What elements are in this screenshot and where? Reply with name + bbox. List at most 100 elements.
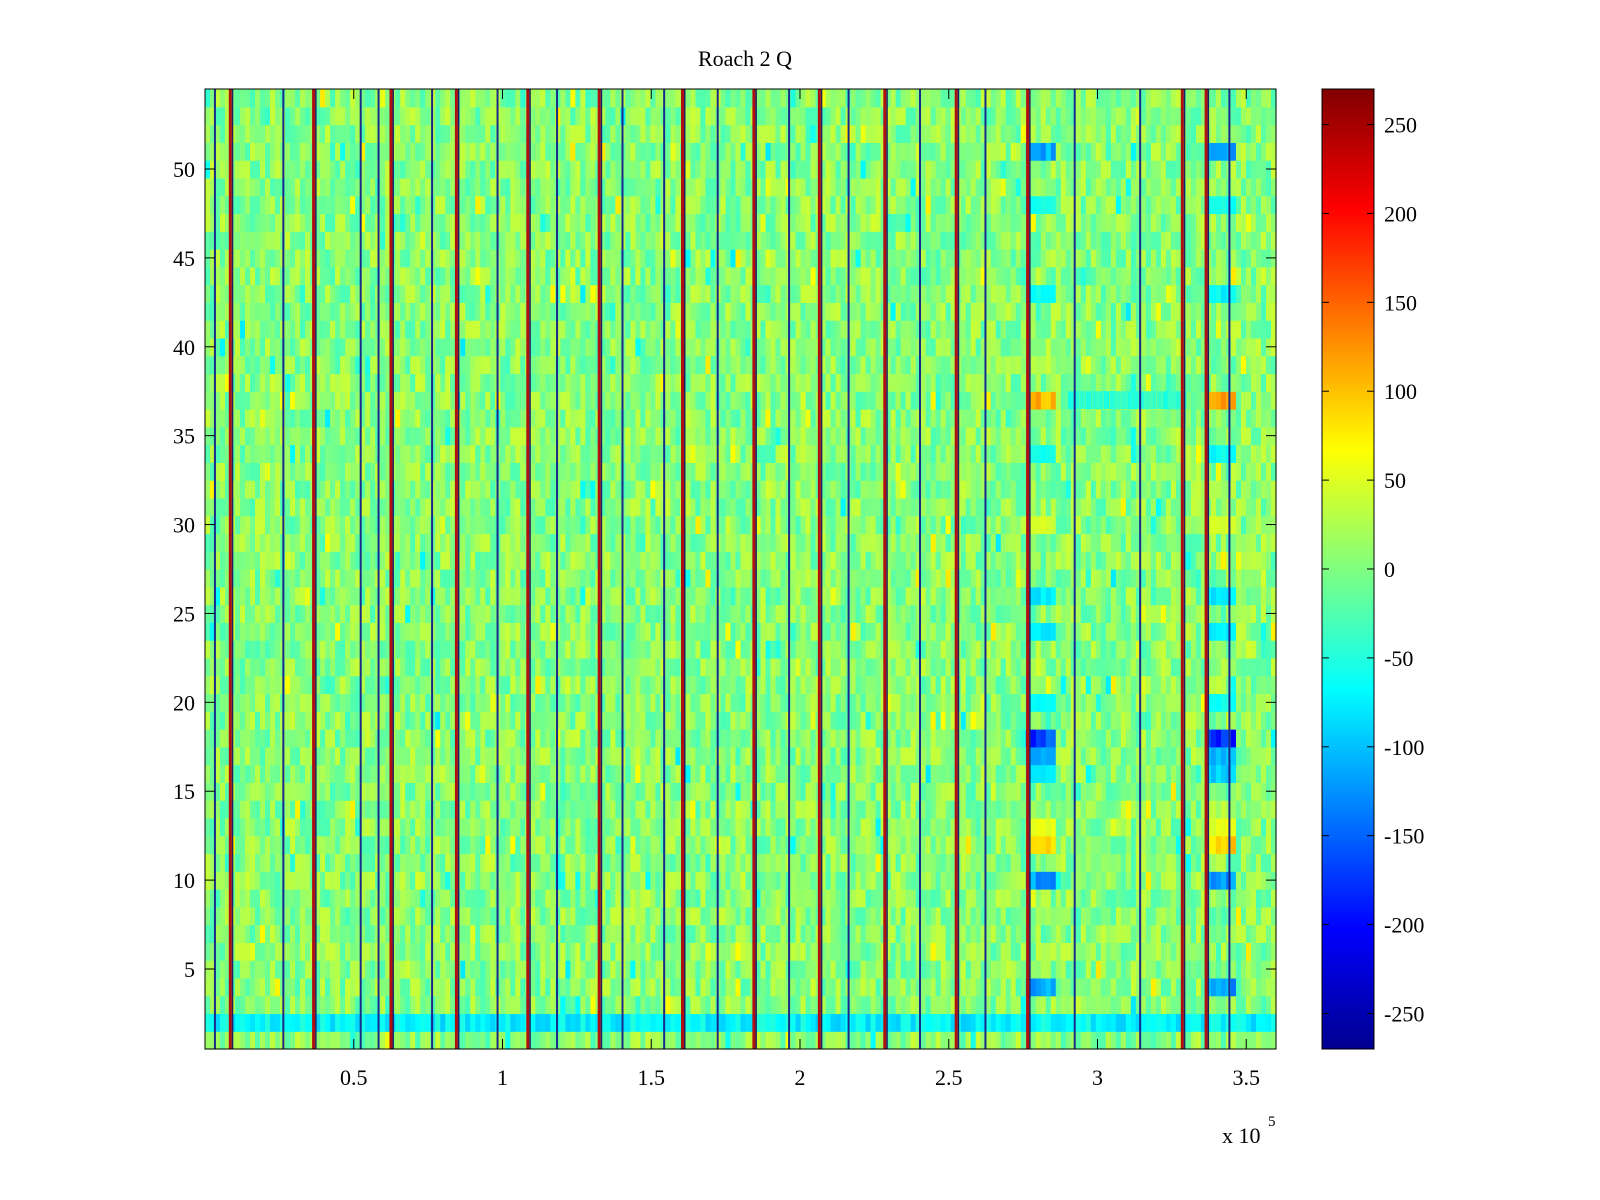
heatmap-cell	[395, 782, 401, 801]
heatmap-cell	[335, 871, 341, 890]
heatmap-cell	[765, 764, 772, 783]
heatmap-cell	[605, 1013, 611, 1032]
heatmap-cell	[1125, 906, 1132, 926]
heatmap-cell	[905, 906, 912, 926]
heatmap-cell	[600, 835, 606, 855]
heatmap-cell	[250, 889, 256, 908]
heatmap-cell	[1070, 853, 1077, 872]
heatmap-cell	[1210, 657, 1217, 677]
heatmap-cell	[220, 800, 226, 819]
heatmap-cell	[1230, 871, 1237, 890]
heatmap-cell	[950, 657, 957, 677]
heatmap-cell	[970, 800, 977, 819]
heatmap-cell	[1055, 746, 1062, 766]
heatmap-cell	[835, 942, 842, 961]
heatmap-cell	[505, 977, 511, 997]
heatmap-cell	[1035, 711, 1042, 730]
heatmap-cell	[760, 657, 767, 677]
heatmap-cell	[300, 693, 306, 712]
heatmap-cell	[1170, 906, 1177, 926]
heatmap-cell	[300, 977, 306, 997]
heatmap-cell	[325, 942, 331, 961]
heatmap-cell	[705, 942, 712, 961]
heatmap-cell	[745, 764, 752, 783]
heatmap-cell	[1010, 1031, 1017, 1050]
heatmap-cell	[570, 817, 576, 837]
heatmap-cell	[1040, 942, 1047, 961]
heatmap-cell	[675, 782, 682, 801]
heatmap-cell	[265, 764, 271, 783]
heatmap-cell	[530, 871, 536, 890]
heatmap-cell	[575, 817, 581, 837]
heatmap-cell	[890, 906, 897, 926]
heatmap-cell	[295, 853, 301, 872]
heatmap-cell	[755, 764, 762, 783]
heatmap-cell	[925, 924, 932, 943]
heatmap-cell	[860, 853, 867, 872]
heatmap-cell	[350, 746, 356, 766]
heatmap-cell	[435, 800, 441, 819]
heatmap-cell	[1055, 729, 1062, 748]
heatmap-cell	[435, 640, 441, 659]
heatmap-cell	[1010, 960, 1017, 979]
heatmap-cell	[1000, 640, 1007, 659]
heatmap-cell	[1155, 640, 1162, 659]
heatmap-cell	[1125, 693, 1132, 712]
heatmap-cell	[330, 817, 336, 837]
heatmap-cell	[535, 924, 541, 943]
heatmap-cell	[605, 853, 611, 872]
heatmap-cell	[540, 906, 546, 926]
heatmap-cell	[315, 800, 321, 819]
heatmap-cell	[265, 960, 271, 979]
heatmap-cell	[420, 675, 426, 695]
heatmap-cell	[395, 924, 401, 943]
heatmap-cell	[805, 764, 812, 783]
heatmap-cell	[290, 746, 296, 766]
heatmap-cell	[960, 782, 967, 801]
heatmap-cell	[1070, 711, 1077, 730]
heatmap-cell	[315, 675, 321, 695]
heatmap-cell	[1005, 995, 1012, 1015]
heatmap-cell	[925, 640, 932, 659]
heatmap-cell	[640, 960, 647, 979]
heatmap-cell	[860, 640, 867, 659]
heatmap-cell	[1045, 942, 1052, 961]
heatmap-cell	[710, 960, 717, 979]
heatmap-cell	[685, 782, 692, 801]
heatmap-cell	[225, 693, 231, 712]
heatmap-cell	[825, 817, 832, 837]
heatmap-cell	[1230, 746, 1237, 766]
heatmap-cell	[645, 675, 652, 695]
heatmap-cell	[890, 924, 897, 943]
heatmap-cell	[215, 640, 221, 659]
heatmap-cell	[840, 977, 847, 997]
heatmap-cell	[225, 853, 231, 872]
heatmap-cell	[935, 675, 942, 695]
heatmap-cell	[1250, 977, 1257, 997]
heatmap-cell	[975, 1013, 982, 1032]
heatmap-cell	[555, 977, 561, 997]
heatmap-cell	[805, 960, 812, 979]
heatmap-cell	[685, 800, 692, 819]
heatmap-cell	[695, 871, 702, 890]
heatmap-cell	[1070, 942, 1077, 961]
heatmap-cell	[920, 906, 927, 926]
heatmap-cell	[220, 640, 226, 659]
heatmap-cell	[580, 746, 586, 766]
heatmap-cell	[435, 853, 441, 872]
heatmap-cell	[905, 711, 912, 730]
heatmap-cell	[260, 871, 266, 890]
heatmap-cell	[1045, 853, 1052, 872]
heatmap-cell	[410, 657, 416, 677]
heatmap-cell	[1120, 640, 1127, 659]
heatmap-cell	[240, 675, 246, 695]
heatmap-cell	[965, 1013, 972, 1032]
heatmap-cell	[670, 835, 677, 855]
heatmap-cell	[345, 1031, 351, 1050]
heatmap-cell	[1020, 995, 1027, 1015]
heatmap-cell	[535, 657, 541, 677]
heatmap-cell	[965, 711, 972, 730]
heatmap-cell	[730, 871, 737, 890]
heatmap-cell	[695, 889, 702, 908]
heatmap-cell	[655, 889, 662, 908]
